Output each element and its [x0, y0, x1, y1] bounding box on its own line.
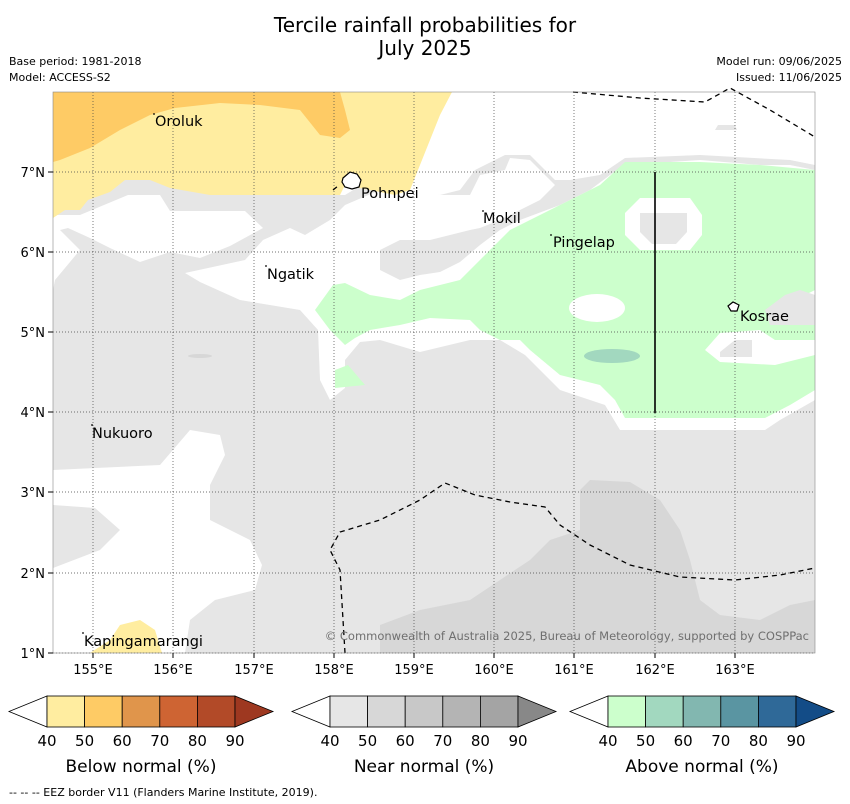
colorbar-segment [442, 695, 481, 728]
colorbar-title: Above normal (%) [625, 757, 778, 777]
lat-tick-label: 3°N [21, 486, 46, 501]
colorbar-tick-label: 60 [396, 732, 415, 750]
lon-tick-label: 163°E [715, 663, 755, 678]
title-line-2: July 2025 [378, 36, 472, 60]
near-normal-50-region [380, 480, 815, 653]
latitude-labels: 7°N 6°N 5°N 4°N 3°N 2°N 1°N [21, 166, 46, 662]
lon-tick-label: 158°E [314, 663, 354, 678]
colorbar-tick-label: 80 [188, 732, 207, 750]
colorbar-lower-extension [290, 695, 331, 728]
model-text: Model: ACCESS-S2 [9, 71, 111, 84]
colorbar-segment [329, 695, 368, 728]
colorbar-tick-label: 80 [471, 732, 490, 750]
colorbar-segment [645, 695, 684, 728]
island-label-mokil: Mokil [483, 211, 521, 227]
lat-tick-label: 1°N [21, 647, 46, 662]
colorbar-title: Below normal (%) [66, 757, 217, 777]
kosrae-island-shape [727, 301, 740, 312]
island-label-ngatik: Ngatik [267, 267, 315, 283]
island-label-nukuoro: Nukuoro [92, 426, 153, 442]
lon-tick-label: 160°E [474, 663, 514, 678]
colorbar-segment [367, 695, 406, 728]
issued-text: Issued: 11/06/2025 [735, 71, 842, 84]
eez-border [329, 87, 816, 654]
colorbar-segment [682, 695, 722, 728]
lon-tick-label: 161°E [554, 663, 594, 678]
colorbar-tick-label: 50 [75, 732, 94, 750]
colorbar-segment [720, 695, 759, 728]
longitude-labels: 155°E 156°E 157°E 158°E 159°E 160°E 161°E 162°E… [73, 663, 755, 678]
colorbar-tick-label: 50 [636, 732, 655, 750]
colorbar-segment [607, 695, 646, 728]
colorbar-segment [479, 695, 519, 728]
map-frame [52, 91, 816, 654]
colorbar-tick-label: 50 [358, 732, 377, 750]
island-labels: Oroluk Pohnpei Mokil Pingelap Ngatik Kosrae Nu… [84, 114, 789, 650]
colorbar-tick-label: 40 [598, 732, 617, 750]
lon-tick-label: 156°E [153, 663, 193, 678]
below-normal-50-region [53, 92, 350, 162]
lat-tick-label: 2°N [21, 567, 46, 582]
colorbar-lower-extension [7, 695, 48, 728]
colorbar-tick-label: 70 [711, 732, 730, 750]
chart-title: Tercile rainfall probabilities for July … [0, 14, 850, 60]
colorbar-lower-extension [568, 695, 609, 728]
lon-tick-label: 159°E [394, 663, 434, 678]
pohnpei-island-shape [341, 171, 362, 190]
title-line-1: Tercile rainfall probabilities for [273, 13, 577, 37]
map-fields [53, 92, 815, 653]
lat-tick-label: 4°N [21, 406, 46, 421]
above-normal-50-region [584, 349, 640, 363]
eez-note: -- -- -- EEZ border V11 (Flanders Marine… [9, 786, 318, 799]
lon-tick-label: 155°E [73, 663, 113, 678]
lat-tick-label: 7°N [21, 166, 46, 181]
island-label-kapingamarangi: Kapingamarangi [84, 634, 203, 650]
colorbar-tick-label: 70 [150, 732, 169, 750]
colorbar-segment [404, 695, 444, 728]
colorbar-tick-label: 60 [674, 732, 693, 750]
axis-ticks [48, 171, 736, 658]
colorbar-tick-label: 90 [508, 732, 527, 750]
colorbar-2: 40 50 60 70 80 90 Near normal (%) [290, 695, 558, 777]
base-period-text: Base period: 1981-2018 [9, 55, 142, 68]
lon-tick-label: 157°E [234, 663, 274, 678]
colorbar-tick-label: 40 [37, 732, 56, 750]
colorbar-segment [84, 695, 123, 728]
colorbar-upper-extension [234, 695, 275, 728]
island-label-oroluk: Oroluk [155, 114, 203, 130]
colorbar-segment [121, 695, 161, 728]
colorbar-segment [758, 695, 797, 728]
colorbar-upper-extension [517, 695, 558, 728]
colorbar-segment [159, 695, 198, 728]
colorbar-segment [46, 695, 85, 728]
colorbar-3: 40 50 60 70 80 90 Above normal (%) [568, 695, 836, 777]
colorbar-upper-extension [795, 695, 836, 728]
colorbar-tick-label: 70 [433, 732, 452, 750]
colorbar-tick-label: 90 [786, 732, 805, 750]
colorbar-tick-label: 60 [113, 732, 132, 750]
below-normal-40-region [53, 92, 452, 218]
island-markers [82, 113, 552, 634]
colorbar-segment [196, 695, 236, 728]
lat-tick-label: 5°N [21, 326, 46, 341]
lon-tick-label: 162°E [635, 663, 675, 678]
lat-tick-label: 6°N [21, 246, 46, 261]
model-run-text: Model run: 09/06/2025 [716, 55, 842, 68]
colorbars: 40 50 60 70 80 90 Below normal (%) 40 50 60 70 80 90… [7, 695, 836, 777]
colorbar-tick-label: 40 [320, 732, 339, 750]
island-label-pingelap: Pingelap [553, 235, 615, 251]
colorbar-title: Near normal (%) [354, 757, 494, 777]
island-label-pohnpei: Pohnpei [361, 186, 419, 202]
colorbar-tick-label: 80 [749, 732, 768, 750]
island-label-kosrae: Kosrae [740, 309, 789, 325]
copyright-text: © Commonwealth of Australia 2025, Bureau… [324, 629, 809, 643]
colorbar-1: 40 50 60 70 80 90 Below normal (%) [7, 695, 275, 777]
colorbar-tick-label: 90 [225, 732, 244, 750]
